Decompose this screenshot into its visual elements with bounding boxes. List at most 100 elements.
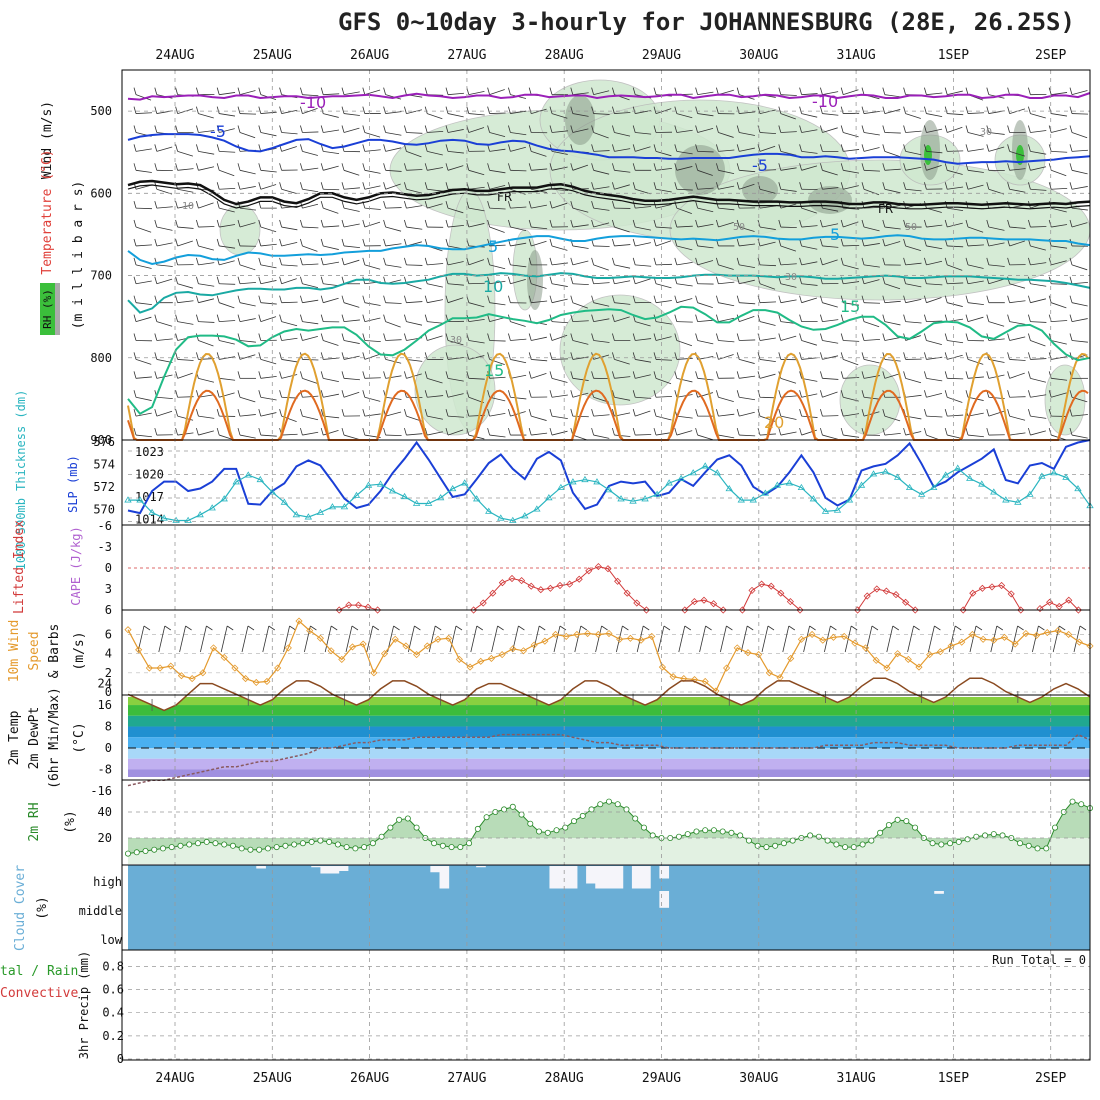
wind-barb — [884, 226, 901, 230]
wind-barb-flag — [840, 182, 844, 190]
wind-barb — [676, 415, 693, 419]
wind-barb-flag — [716, 352, 719, 360]
wind-barb-flag — [549, 352, 553, 360]
wind10-barb — [137, 625, 145, 653]
y-tick-label: 800 — [90, 351, 112, 365]
wind-barb — [323, 245, 339, 250]
wind-barb — [156, 396, 173, 400]
wind-barb-flag — [1028, 163, 1031, 171]
wind-barb-flag — [986, 409, 990, 417]
wind-barb — [468, 207, 485, 212]
rh-point — [474, 825, 481, 832]
wind-barb-flag — [1028, 106, 1031, 114]
wind-barb — [468, 169, 485, 176]
wind-barb — [905, 377, 922, 384]
cloud-level-label: middle — [79, 904, 122, 918]
wind-barb — [967, 280, 984, 285]
wind-barb-flag — [508, 257, 511, 265]
wind-barb — [739, 359, 755, 364]
wind-barb-flag — [591, 295, 594, 303]
wind-barb-flag — [320, 390, 324, 398]
lifted-index-point — [882, 587, 890, 595]
wind10-speed-point — [177, 672, 186, 680]
wind-barb — [1009, 240, 1025, 247]
wind-barb-flag — [799, 390, 802, 398]
wind-barb — [531, 226, 548, 230]
wind-barb-flag — [1048, 87, 1052, 95]
wind-barb-flag — [799, 276, 802, 284]
wind-barb-flag — [924, 219, 927, 228]
wind-barb-flag — [799, 257, 802, 265]
wind-barb — [364, 317, 381, 322]
wind-barb-flag — [258, 390, 262, 398]
wind-barb — [427, 188, 444, 192]
wind-barb — [406, 188, 423, 194]
wind-barb — [947, 150, 964, 152]
wind-barb-flag — [695, 201, 698, 209]
wind-barb-flag — [861, 106, 865, 114]
wind10-barb-flag — [705, 625, 712, 631]
wind-barb — [967, 264, 984, 269]
wind-barb-flag — [695, 238, 698, 247]
wind-barb-flag — [1028, 409, 1031, 417]
wind-barb — [531, 240, 547, 247]
wind-barb-flag — [986, 125, 990, 133]
wind-barb — [593, 414, 610, 417]
wind10-speed-point — [284, 644, 292, 652]
wind-barb — [177, 226, 194, 229]
wind-barb-flag — [424, 295, 428, 303]
wind-barb-flag — [258, 409, 262, 417]
rh-point — [693, 828, 700, 835]
wind-barb-flag — [154, 144, 158, 152]
wind-barb — [551, 430, 568, 436]
wind-barb-flag — [757, 257, 761, 265]
wind-barb — [1009, 321, 1026, 325]
wind-barb — [156, 206, 173, 209]
wind-barb — [1071, 281, 1088, 285]
cloud-high-bar — [631, 866, 642, 889]
wind-barb — [281, 359, 298, 363]
wind-barb — [364, 377, 381, 379]
label-barbs: & Barbs — [47, 624, 62, 679]
wind10-speed-point — [990, 636, 998, 644]
wind-barb — [593, 90, 610, 96]
wind-barb-flag — [279, 182, 282, 190]
wind-barb-flag — [570, 87, 574, 95]
wind-barb-flag — [508, 144, 511, 152]
wind-barb-flag — [362, 238, 366, 247]
y-tick-label: 40 — [98, 805, 112, 819]
wind-barb-flag — [1069, 390, 1073, 398]
y-tick-label: -16 — [90, 784, 112, 798]
wind-barb — [489, 132, 506, 138]
wind-barb — [884, 109, 901, 114]
wind10-speed-point — [851, 639, 859, 647]
rh-point — [675, 833, 682, 840]
wind-barb — [988, 321, 1005, 327]
wind-barb — [323, 430, 339, 436]
wind-barb-flag — [778, 352, 782, 360]
wind10-speed-point — [733, 644, 741, 652]
wind-barb-flag — [466, 163, 470, 171]
wind-barb — [635, 206, 652, 209]
wind-barb-flag — [986, 238, 990, 247]
label-rh: RH (%) — [41, 289, 54, 329]
wind-barb-flag — [154, 314, 158, 322]
wind-barb — [676, 261, 693, 266]
wind-barb — [593, 318, 610, 322]
wind-barb — [219, 283, 236, 285]
thickness-point — [328, 503, 337, 510]
rh-point — [780, 840, 787, 847]
wind-barb-flag — [632, 352, 636, 360]
wind-barb-flag — [362, 352, 366, 360]
wind-barb — [655, 240, 672, 247]
wind-barb — [447, 261, 464, 266]
wind-barb-flag — [903, 163, 906, 171]
wind-barb — [822, 207, 839, 212]
wind-barb-flag — [591, 257, 594, 265]
wind-barb-flag — [508, 390, 511, 398]
cloud-high-bar — [567, 866, 578, 889]
wind-barb — [947, 377, 964, 380]
wind-barb — [967, 184, 984, 190]
wind-barb-flag — [154, 276, 158, 284]
wind-barb — [489, 169, 506, 174]
